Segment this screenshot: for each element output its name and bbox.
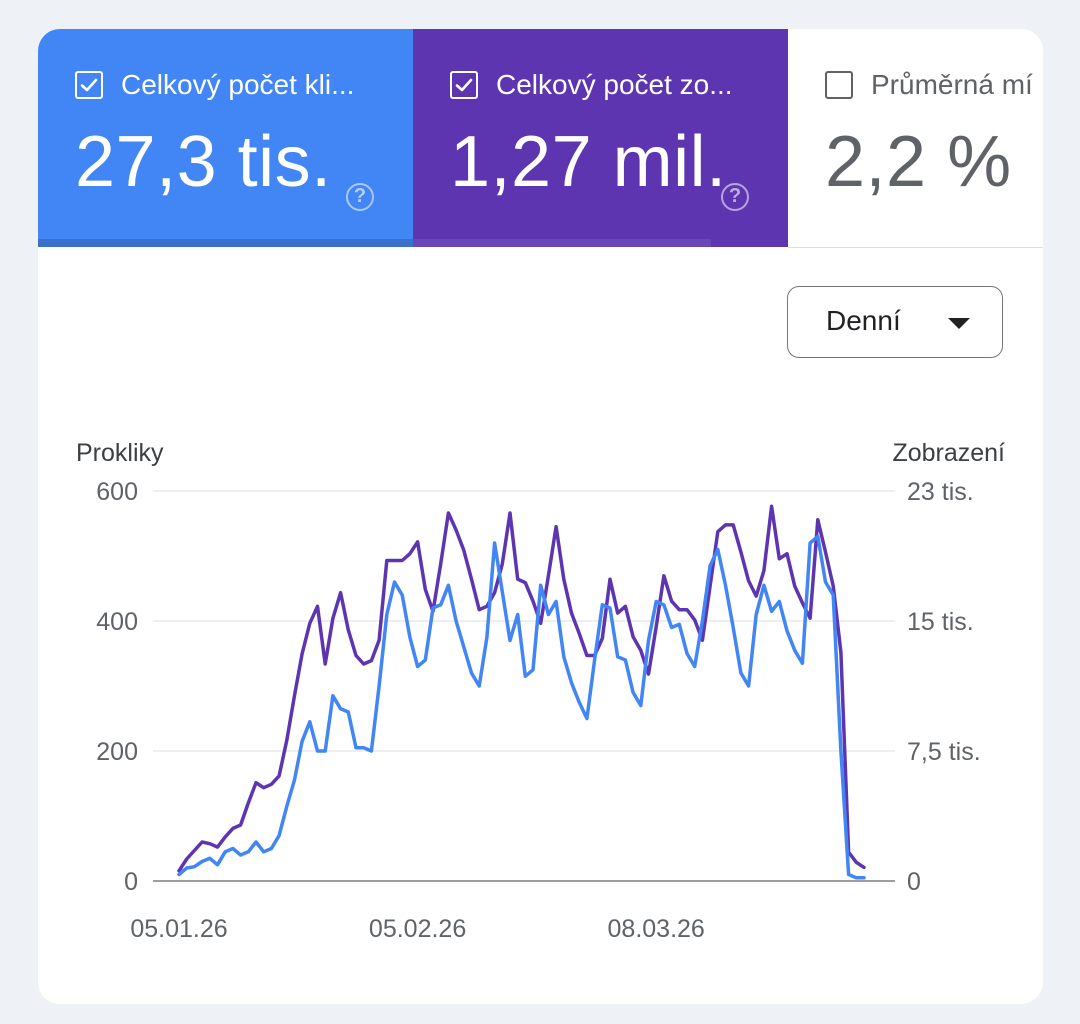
checkbox-checked-icon[interactable]	[450, 71, 478, 99]
left-tick-label: 400	[96, 608, 138, 636]
metric-value: 1,27 mil.	[450, 122, 727, 202]
metric-selected-indicator	[38, 239, 413, 247]
right-tick-label: 23 tis.	[907, 478, 974, 506]
metric-selected-indicator	[413, 239, 711, 247]
metric-title: Celkový počet zo...	[496, 69, 733, 100]
right-tick-label: 0	[907, 868, 921, 896]
metric-tabs: Celkový počet kli... 27,3 tis. ? Celkový…	[38, 29, 1043, 248]
right-tick-label: 15 tis.	[907, 608, 974, 636]
x-tick-label: 05.02.26	[369, 915, 466, 943]
right-axis-title: Zobrazení	[892, 439, 1005, 467]
help-icon[interactable]: ?	[346, 183, 374, 211]
checkmark-icon	[455, 78, 473, 92]
checkmark-icon	[80, 78, 98, 92]
clicks-series-line	[177, 534, 866, 880]
metric-header: Průměrná mí	[825, 69, 1033, 101]
metric-tab-clicks[interactable]: Celkový počet kli... 27,3 tis. ?	[38, 29, 413, 247]
help-icon[interactable]: ?	[721, 183, 749, 211]
checkbox-unchecked-icon[interactable]	[825, 71, 853, 99]
x-tick-label: 05.01.26	[130, 915, 227, 943]
performance-card: Celkový počet kli... 27,3 tis. ? Celkový…	[38, 29, 1043, 1004]
left-tick-label: 200	[96, 738, 138, 766]
x-tick-label: 08.03.26	[608, 915, 705, 943]
left-axis-title: Prokliky	[76, 439, 164, 467]
left-tick-label: 0	[124, 868, 138, 896]
metric-tab-avg-position[interactable]: Průměrná mí 2,2 %	[788, 29, 1043, 248]
metric-title: Celkový počet kli...	[121, 69, 355, 100]
left-tick-label: 600	[96, 478, 138, 506]
granularity-dropdown[interactable]: Denní	[787, 286, 1003, 358]
performance-chart: Prokliky Zobrazení 600 400 200 0 23 tis. 15 tis…	[76, 439, 1005, 943]
metric-value: 2,2 %	[825, 122, 1012, 202]
metric-tab-impressions[interactable]: Celkový počet zo... 1,27 mil. ?	[413, 29, 788, 247]
metric-value: 27,3 tis.	[75, 122, 332, 202]
metric-header: Celkový počet zo...	[450, 69, 733, 101]
caret-down-icon	[948, 318, 970, 329]
checkbox-checked-icon[interactable]	[75, 71, 103, 99]
metric-title: Průměrná mí	[871, 69, 1033, 100]
granularity-label: Denní	[826, 305, 901, 336]
metric-header: Celkový počet kli...	[75, 69, 354, 101]
impressions-series-line	[177, 504, 866, 873]
right-tick-label: 7,5 tis.	[907, 738, 981, 766]
